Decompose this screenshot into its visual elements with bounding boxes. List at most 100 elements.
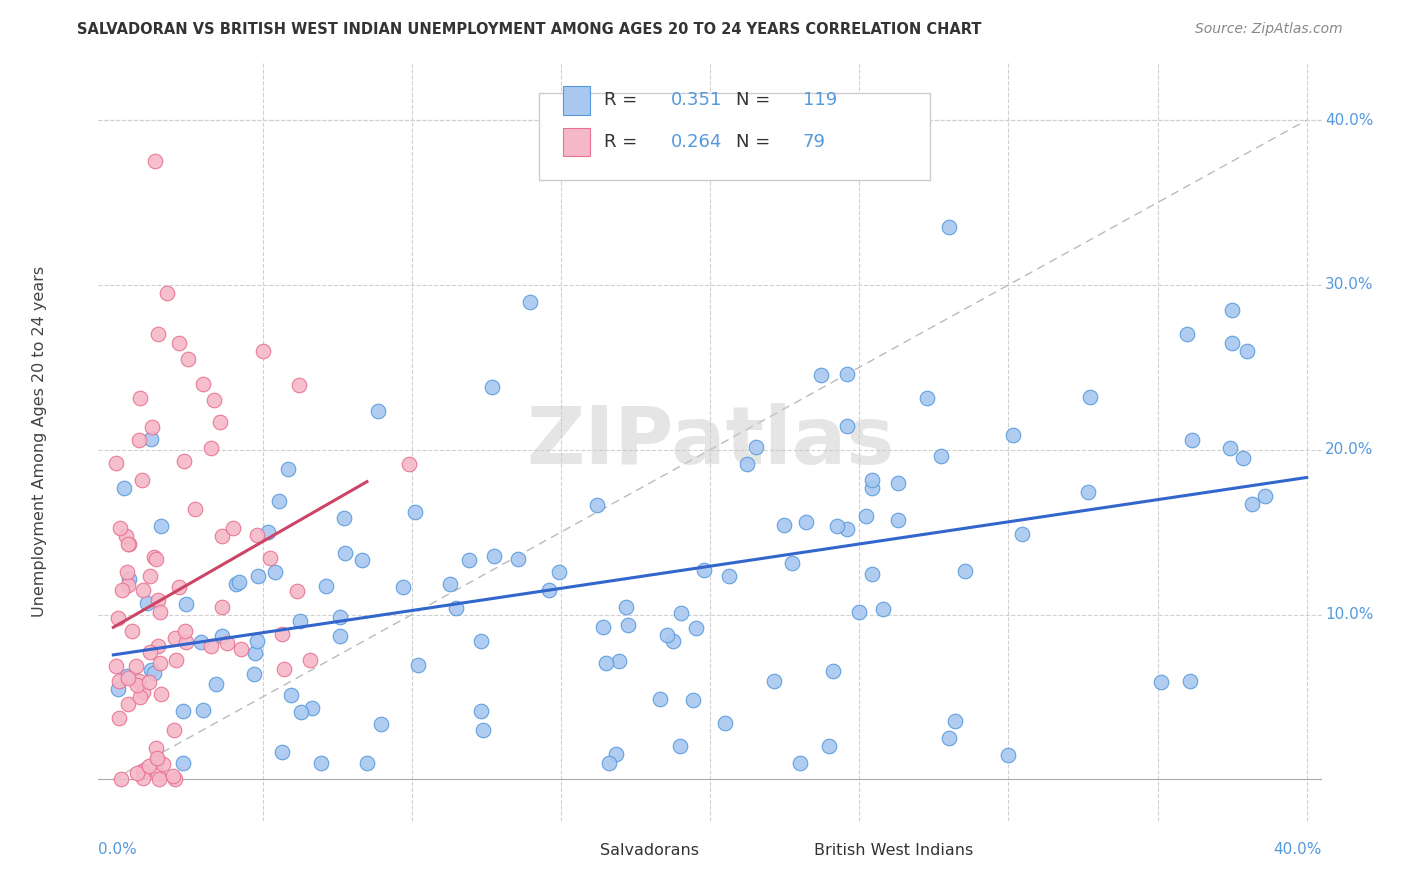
Point xyxy=(145,740,167,755)
Point xyxy=(288,614,311,628)
Point xyxy=(298,653,321,667)
Point xyxy=(848,605,870,619)
Point xyxy=(149,605,172,619)
Point xyxy=(259,551,281,566)
Point xyxy=(128,690,150,704)
Point xyxy=(682,692,704,706)
Point xyxy=(929,449,952,463)
Point xyxy=(132,582,155,597)
Point xyxy=(333,511,356,525)
Point xyxy=(605,747,627,762)
Point xyxy=(1181,433,1204,447)
Point xyxy=(115,565,138,579)
Point xyxy=(146,639,169,653)
Point xyxy=(997,747,1019,762)
Point xyxy=(139,432,162,446)
Point xyxy=(953,564,976,578)
Point xyxy=(392,580,415,594)
Point xyxy=(481,380,503,394)
Point xyxy=(107,681,129,696)
Point xyxy=(117,578,139,592)
Point xyxy=(1220,302,1243,317)
Point xyxy=(162,769,184,783)
Point xyxy=(247,568,270,582)
Point xyxy=(163,631,186,645)
Point xyxy=(143,666,166,681)
Point xyxy=(173,454,195,468)
Point xyxy=(138,759,160,773)
Point xyxy=(150,687,173,701)
Point xyxy=(184,502,207,516)
Point xyxy=(1219,442,1241,456)
Point xyxy=(439,577,461,591)
Text: N =: N = xyxy=(735,91,776,110)
Point xyxy=(669,739,692,754)
Text: ZIPatlas: ZIPatlas xyxy=(526,402,894,481)
Point xyxy=(886,513,908,527)
Point xyxy=(1078,390,1101,404)
Point xyxy=(117,698,139,712)
Text: 119: 119 xyxy=(803,91,837,110)
Point xyxy=(745,440,768,454)
Point xyxy=(150,518,173,533)
Point xyxy=(1177,327,1199,342)
Point xyxy=(470,705,492,719)
Text: 20.0%: 20.0% xyxy=(1326,442,1374,458)
Point xyxy=(1236,343,1258,358)
Point xyxy=(110,772,132,787)
Point xyxy=(172,704,194,718)
Point xyxy=(138,674,160,689)
Point xyxy=(617,618,640,632)
Point xyxy=(444,601,467,615)
Point xyxy=(190,634,212,648)
Point xyxy=(127,765,149,780)
Point xyxy=(301,701,323,715)
Point xyxy=(143,154,166,169)
Point xyxy=(209,415,232,429)
Point xyxy=(860,481,883,495)
Point xyxy=(772,518,794,533)
Point xyxy=(115,669,138,683)
Point xyxy=(655,628,678,642)
Point xyxy=(735,457,758,471)
Point xyxy=(271,627,294,641)
Point xyxy=(887,476,910,491)
Point xyxy=(139,569,162,583)
Bar xyxy=(564,86,591,115)
Text: R =: R = xyxy=(603,91,643,110)
Text: British West Indians: British West Indians xyxy=(814,843,973,858)
Point xyxy=(273,662,295,676)
Point xyxy=(271,745,294,759)
Point xyxy=(108,521,131,535)
Point xyxy=(598,756,620,770)
Point xyxy=(661,634,683,648)
Point xyxy=(333,545,356,559)
Point xyxy=(367,404,389,418)
Point xyxy=(252,343,274,358)
Point xyxy=(217,636,239,650)
Point xyxy=(717,569,740,583)
Point xyxy=(648,692,671,706)
Point xyxy=(592,620,614,634)
Point xyxy=(714,715,737,730)
Point xyxy=(167,580,190,594)
Point xyxy=(172,756,194,770)
Point xyxy=(470,633,492,648)
Point xyxy=(200,441,222,455)
Point xyxy=(938,731,960,746)
Point xyxy=(329,610,352,624)
Text: 0.351: 0.351 xyxy=(671,91,723,110)
Point xyxy=(107,611,129,625)
Point xyxy=(264,566,287,580)
Point xyxy=(118,536,141,550)
Point xyxy=(862,567,884,582)
Point xyxy=(789,756,811,770)
Point xyxy=(835,419,858,434)
Point xyxy=(115,529,138,543)
Point xyxy=(225,576,247,591)
Point xyxy=(145,750,167,764)
Point xyxy=(139,644,162,658)
Point xyxy=(163,723,186,737)
Point xyxy=(280,688,302,702)
Point xyxy=(398,457,420,471)
